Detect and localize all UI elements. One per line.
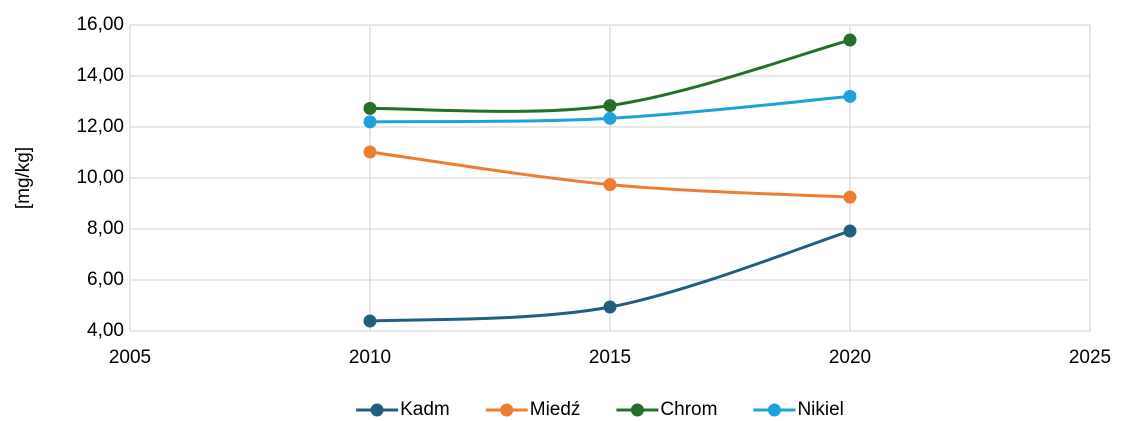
legend-marker [767, 403, 781, 417]
y-tick-label: 14,00 [76, 65, 124, 86]
data-point [603, 111, 617, 125]
y-tick-label: 4,00 [87, 320, 124, 341]
y-tick-label: 10,00 [76, 167, 124, 188]
legend-item: Nikiel [753, 399, 844, 420]
legend-item: Miedź [485, 399, 581, 420]
legend-marker [500, 403, 514, 417]
y-tick-label: 16,00 [76, 14, 124, 35]
x-tick-label: 2005 [109, 347, 151, 368]
data-point [363, 145, 377, 159]
y-axis-label: [mg/kg] [13, 147, 34, 209]
x-tick-label: 2020 [829, 347, 871, 368]
data-point [603, 178, 617, 192]
y-tick-label: 8,00 [87, 218, 124, 239]
y-tick-label: 12,00 [76, 116, 124, 137]
legend-marker [630, 403, 644, 417]
legend-marker [370, 403, 384, 417]
data-point [363, 115, 377, 129]
legend-label: Nikiel [797, 399, 843, 420]
data-point [843, 224, 857, 238]
x-tick-label: 2015 [589, 347, 631, 368]
legend-label: Kadm [400, 399, 450, 420]
data-point [843, 33, 857, 47]
legend-label: Miedź [530, 399, 581, 420]
data-point [603, 300, 617, 314]
data-point [363, 101, 377, 115]
legend-label: Chrom [660, 399, 717, 420]
data-point [843, 190, 857, 204]
x-tick-label: 2025 [1069, 347, 1111, 368]
legend-item: Chrom [616, 399, 717, 420]
y-tick-label: 6,00 [87, 269, 124, 290]
data-point [603, 99, 617, 113]
data-point [363, 314, 377, 328]
legend-item: Kadm [356, 399, 450, 420]
x-tick-label: 2010 [349, 347, 391, 368]
data-point [843, 89, 857, 103]
